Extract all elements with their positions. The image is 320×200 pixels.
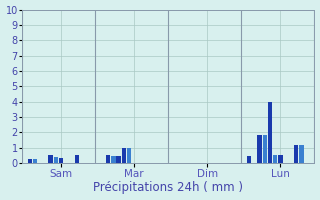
Bar: [111, 156, 116, 163]
Bar: [54, 157, 58, 163]
Bar: [263, 135, 267, 163]
Bar: [28, 159, 32, 163]
Bar: [299, 145, 304, 163]
Bar: [122, 148, 126, 163]
Bar: [106, 155, 110, 163]
Bar: [268, 102, 272, 163]
Bar: [48, 155, 53, 163]
Bar: [278, 155, 283, 163]
Bar: [257, 135, 262, 163]
Bar: [59, 158, 63, 163]
Bar: [33, 159, 37, 163]
Bar: [294, 145, 298, 163]
Bar: [247, 156, 252, 163]
Bar: [75, 155, 79, 163]
Bar: [116, 156, 121, 163]
Bar: [127, 148, 131, 163]
X-axis label: Précipitations 24h ( mm ): Précipitations 24h ( mm ): [93, 181, 243, 194]
Bar: [273, 155, 277, 163]
